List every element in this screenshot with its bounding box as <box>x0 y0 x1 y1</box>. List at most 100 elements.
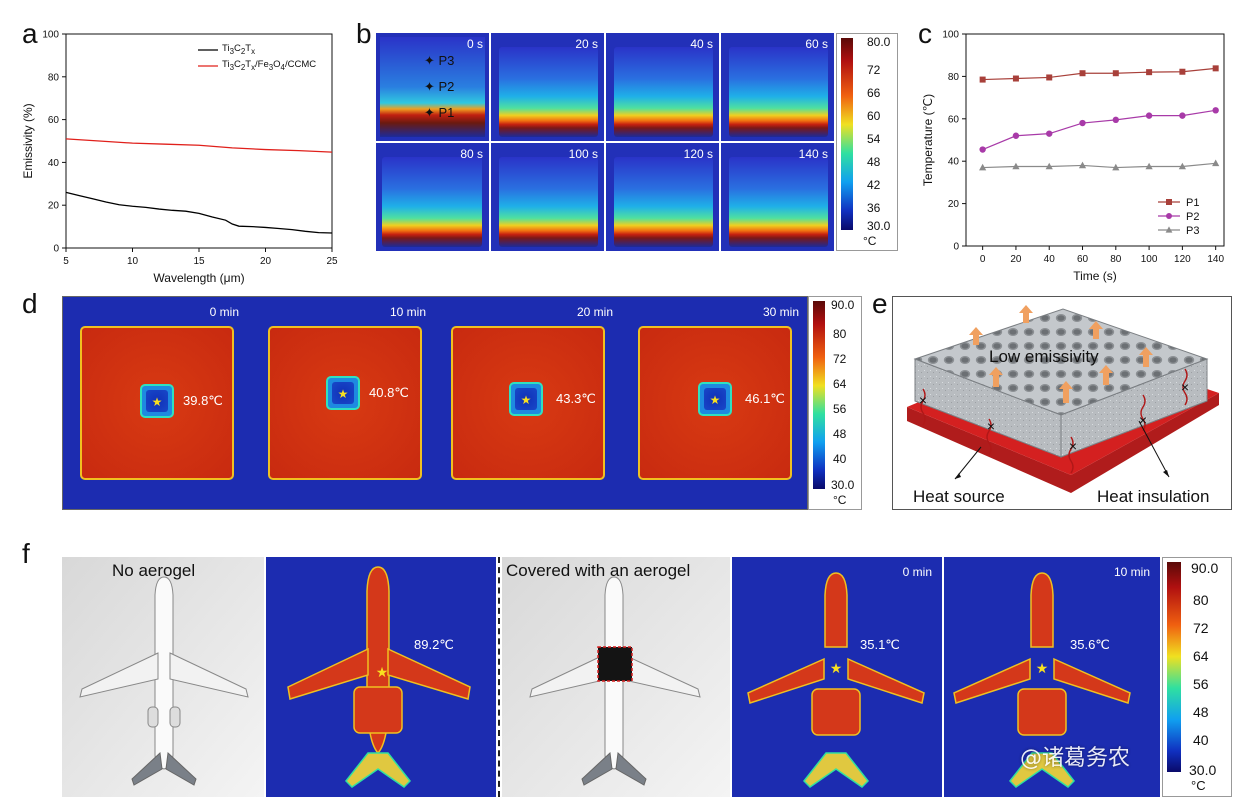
y-tick-label: 0 <box>53 244 59 255</box>
colorbar-tick: 90.0 <box>831 298 855 312</box>
thermal-tile-20s: 20 s <box>491 33 604 141</box>
series-line-p2 <box>982 109 1216 151</box>
data-point-p2 <box>979 146 986 153</box>
thermal-tile-60s: 60 s <box>721 33 834 141</box>
tile-time-label: 120 s <box>683 147 713 161</box>
temp-readout: 46.1℃ <box>745 391 785 406</box>
x-tick-label: 15 <box>193 256 205 267</box>
series-line-p1 <box>982 67 1216 81</box>
svg-text:×: × <box>1181 379 1189 395</box>
data-point-p1 <box>979 76 986 83</box>
thermal-tile-d-20: ★ 20 min 43.3℃ <box>438 297 623 509</box>
thermal-tile-0s: 0 s ✦ P3 ✦ P2 ✦ P1 <box>376 33 489 141</box>
thermal-tile-d-0: ★ 0 min 39.8℃ <box>63 297 249 509</box>
aerogel-schematic: × × × × × <box>907 305 1219 493</box>
colorbar-tick: 54 <box>867 132 881 146</box>
y-tick-label: 40 <box>948 157 960 168</box>
tile-time-label: 100 s <box>568 147 598 161</box>
svg-text:★: ★ <box>830 660 843 676</box>
chart-c: 0 20 40 60 80 100 120 140 0 20 40 60 80 100 Time (s) Te… <box>921 30 1225 283</box>
thermal-tile-40s: 40 s <box>606 33 719 141</box>
colorbar-tick: 30.0 <box>867 219 891 233</box>
label-no-aerogel: No aerogel <box>112 561 196 580</box>
colorbar-b: 80.0 72 66 60 54 48 42 36 30.0 °C <box>836 33 898 251</box>
watermark: @诸葛务农 <box>1020 746 1131 771</box>
point-label-p3: ✦ P3 <box>424 53 455 68</box>
temp-readout-f2: 35.1℃ <box>860 637 900 652</box>
colorbar-tick: 72 <box>1193 620 1209 636</box>
thermal-tile-d-10: ★ 10 min 40.8℃ <box>251 297 436 509</box>
legend-marker <box>1165 226 1173 233</box>
colorbar-f: 90.0 80 72 64 56 48 40 30.0 °C <box>1162 557 1232 797</box>
colorbar-tick: 56 <box>1193 676 1209 692</box>
thermal-tile-d-30: ★ 30 min 46.1℃ <box>625 297 807 509</box>
x-tick-label: 80 <box>1110 254 1122 265</box>
data-point-p3 <box>979 163 987 171</box>
photo-no-aerogel: No aerogel <box>62 557 264 797</box>
panel-letter-a: a <box>22 18 38 49</box>
point-label-p2: ✦ P2 <box>424 79 455 94</box>
legend-text: Ti3C2Tx <box>222 43 256 56</box>
colorbar-tick: 80.0 <box>867 35 891 49</box>
legend-label: Ti3C2Tx <box>222 43 256 56</box>
legend-text: Ti3C2Tx/Fe3O4/CCMC <box>222 59 317 72</box>
data-point-p2 <box>1112 116 1120 124</box>
divider <box>498 557 500 797</box>
thermal-plane-covered-10min: ★ 10 min 35.6℃ <box>944 557 1160 797</box>
y-tick-label: 20 <box>948 199 960 210</box>
colorbar-tick: 90.0 <box>1191 560 1219 576</box>
svg-text:×: × <box>1139 412 1147 428</box>
y-axis-label: Temperature (℃) <box>921 94 935 186</box>
svg-text:×: × <box>987 418 995 434</box>
data-point-p3 <box>1112 163 1120 171</box>
x-tick-label: 60 <box>1077 254 1089 265</box>
data-point-p3 <box>1212 159 1220 167</box>
point-label-p1: ✦ P1 <box>424 105 455 120</box>
tile-time-label: 20 s <box>575 37 598 51</box>
data-point-p3 <box>1012 162 1020 170</box>
colorbar-unit: °C <box>863 234 877 248</box>
svg-text:×: × <box>1069 438 1077 454</box>
y-tick-label: 100 <box>942 30 959 41</box>
series-line-p3 <box>982 162 1216 169</box>
colorbar-tick: 72 <box>833 352 847 366</box>
panel-b-thermal-grid: 0 s ✦ P3 ✦ P2 ✦ P1 20 s 40 s 60 s 80 s 1… <box>376 33 834 251</box>
label-covered-aerogel: Covered with an aerogel <box>506 561 691 580</box>
tile-time-label: 0 s <box>466 37 483 51</box>
colorbar-tick: 80 <box>1193 592 1209 608</box>
x-tick-label: 0 <box>980 254 986 265</box>
svg-text:★: ★ <box>710 393 721 407</box>
series-line-ti3c2tx-fe3o4-ccmc <box>65 138 333 153</box>
data-point-p2 <box>1212 107 1219 114</box>
panel-e-schematic: × × × × × Low emissivity Heat source Hea… <box>892 296 1232 510</box>
legend-marker <box>1166 213 1172 219</box>
data-point-p1 <box>1112 70 1119 77</box>
legend-label: P1 <box>1186 197 1199 209</box>
y-tick-label: 80 <box>48 72 60 83</box>
aerogel-patch <box>597 646 633 682</box>
x-axis-label: Time (s) <box>1073 269 1117 283</box>
data-point-p2 <box>1179 112 1186 119</box>
panel-letter-c: c <box>918 18 932 49</box>
panel-letter-e: e <box>872 288 888 319</box>
panel-letter-b: b <box>356 18 372 49</box>
svg-text:×: × <box>919 392 927 408</box>
data-point-p2 <box>1079 119 1086 127</box>
x-tick-label: 40 <box>1044 254 1056 265</box>
data-point-p3 <box>1178 162 1186 170</box>
thermal-tile-120s: 120 s <box>606 143 719 251</box>
tile-time-label: 0 min <box>209 305 239 319</box>
thermal-tile-80s: 80 s <box>376 143 489 251</box>
data-point-p1 <box>1179 68 1186 75</box>
svg-text:★: ★ <box>521 393 532 407</box>
tile-time-label: 140 s <box>798 147 828 161</box>
temp-readout: 39.8℃ <box>183 393 223 408</box>
legend-label: P2 <box>1186 211 1199 223</box>
data-point-p1 <box>1046 74 1053 81</box>
data-point-p2 <box>1046 130 1053 137</box>
tile-time-label: 80 s <box>460 147 483 161</box>
y-tick-label: 80 <box>948 72 960 83</box>
label-heat-insulation: Heat insulation <box>1097 487 1210 506</box>
x-tick-label: 20 <box>260 256 272 267</box>
colorbar-tick: 30.0 <box>1189 762 1217 778</box>
